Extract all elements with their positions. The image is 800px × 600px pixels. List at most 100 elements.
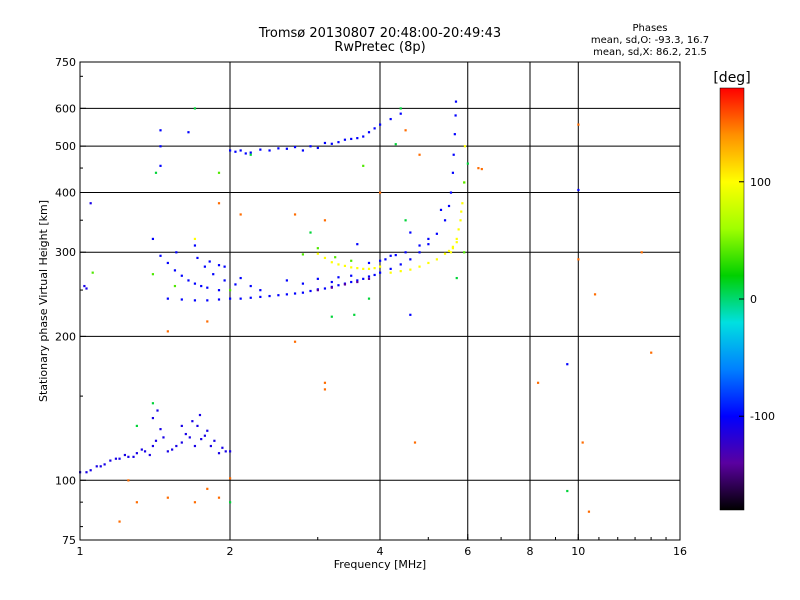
data-point (301, 291, 305, 294)
data-point (309, 289, 312, 293)
data-point (350, 266, 353, 269)
data-point (159, 145, 162, 148)
data-point (323, 256, 327, 260)
data-point (229, 297, 232, 300)
data-point (399, 107, 402, 110)
data-point (323, 141, 327, 145)
data-point (162, 436, 165, 439)
data-point (180, 441, 183, 444)
data-point (394, 254, 397, 257)
data-point (389, 254, 392, 257)
y-tick-label: 400 (55, 186, 76, 199)
colorbar-tick-label: -100 (750, 410, 775, 423)
data-point (213, 439, 216, 442)
data-point (455, 241, 458, 244)
data-point (577, 258, 580, 261)
data-point (459, 219, 462, 222)
data-point (427, 261, 430, 265)
data-point (132, 455, 135, 458)
data-point (159, 164, 162, 167)
data-point (229, 477, 232, 480)
data-point (268, 149, 271, 152)
data-point (293, 213, 297, 216)
data-point (343, 264, 347, 267)
data-point (418, 251, 421, 254)
data-point (268, 294, 271, 298)
data-point (330, 261, 333, 264)
colorbar-label: [deg] (713, 70, 750, 86)
data-point (455, 237, 458, 241)
data-point (309, 231, 312, 234)
data-point (577, 188, 580, 192)
data-point (373, 267, 376, 270)
data-point (217, 171, 221, 174)
data-point (566, 489, 569, 493)
data-point (404, 129, 407, 132)
data-point (234, 283, 237, 286)
data-point (316, 252, 319, 255)
data-point (443, 252, 447, 255)
x-tick-label: 6 (464, 545, 471, 558)
data-point (140, 448, 143, 451)
data-point (409, 313, 412, 316)
data-point (127, 479, 130, 482)
x-tick-label: 16 (673, 545, 687, 558)
data-point (323, 388, 327, 391)
data-point (379, 123, 382, 126)
data-point (394, 143, 397, 146)
data-point (362, 277, 365, 280)
data-point (399, 270, 402, 273)
data-point (449, 251, 453, 254)
data-point (259, 148, 262, 151)
chart-title: Tromsø 20130807 20:48:00-20:49:43 (258, 26, 502, 41)
data-point (217, 452, 221, 455)
data-point (404, 219, 407, 222)
data-point (427, 237, 430, 241)
data-point (457, 228, 460, 231)
data-point (196, 256, 199, 260)
data-point (206, 487, 209, 490)
y-axis-label: Stationary phase Virtual Height [km] (37, 200, 50, 402)
data-point (187, 131, 190, 134)
data-point (193, 282, 197, 285)
data-point (435, 258, 438, 261)
data-point (536, 381, 540, 384)
data-point (350, 259, 353, 262)
data-point (463, 251, 466, 254)
data-point (180, 298, 183, 301)
data-point (334, 256, 337, 259)
data-point (159, 254, 162, 257)
data-point (362, 135, 365, 138)
data-point (135, 501, 138, 504)
chart-subtitle: RwPretec (8p) (334, 40, 426, 55)
data-point (151, 416, 155, 420)
data-point (173, 269, 177, 272)
data-point (362, 267, 365, 270)
phase-statistics: Phases mean, sd,O: -93.3, 16.7 mean, sd,… (580, 23, 720, 59)
data-point (159, 428, 162, 431)
data-point (477, 167, 480, 170)
data-point (418, 244, 421, 247)
data-point (427, 243, 430, 246)
data-point (350, 280, 353, 284)
data-point (193, 444, 197, 448)
data-point (435, 232, 438, 235)
phase-stats-x-mode: mean, sd,X: 86.2, 21.5 (593, 47, 707, 58)
data-point (123, 453, 126, 457)
data-point (343, 138, 347, 141)
data-point (229, 149, 232, 152)
data-point (209, 444, 212, 448)
data-point (404, 251, 407, 254)
data-point (229, 501, 232, 504)
data-point (223, 279, 226, 282)
data-point (166, 450, 169, 453)
data-point (203, 434, 206, 437)
data-point (293, 292, 297, 295)
data-point (451, 247, 455, 250)
data-point (330, 280, 333, 284)
data-point (196, 424, 199, 428)
data-point (330, 142, 333, 145)
data-point (337, 263, 340, 266)
axis-ticks: 1 2 4 6 8 10 16 75 100 200 300 400 500 600 750 (55, 56, 687, 558)
